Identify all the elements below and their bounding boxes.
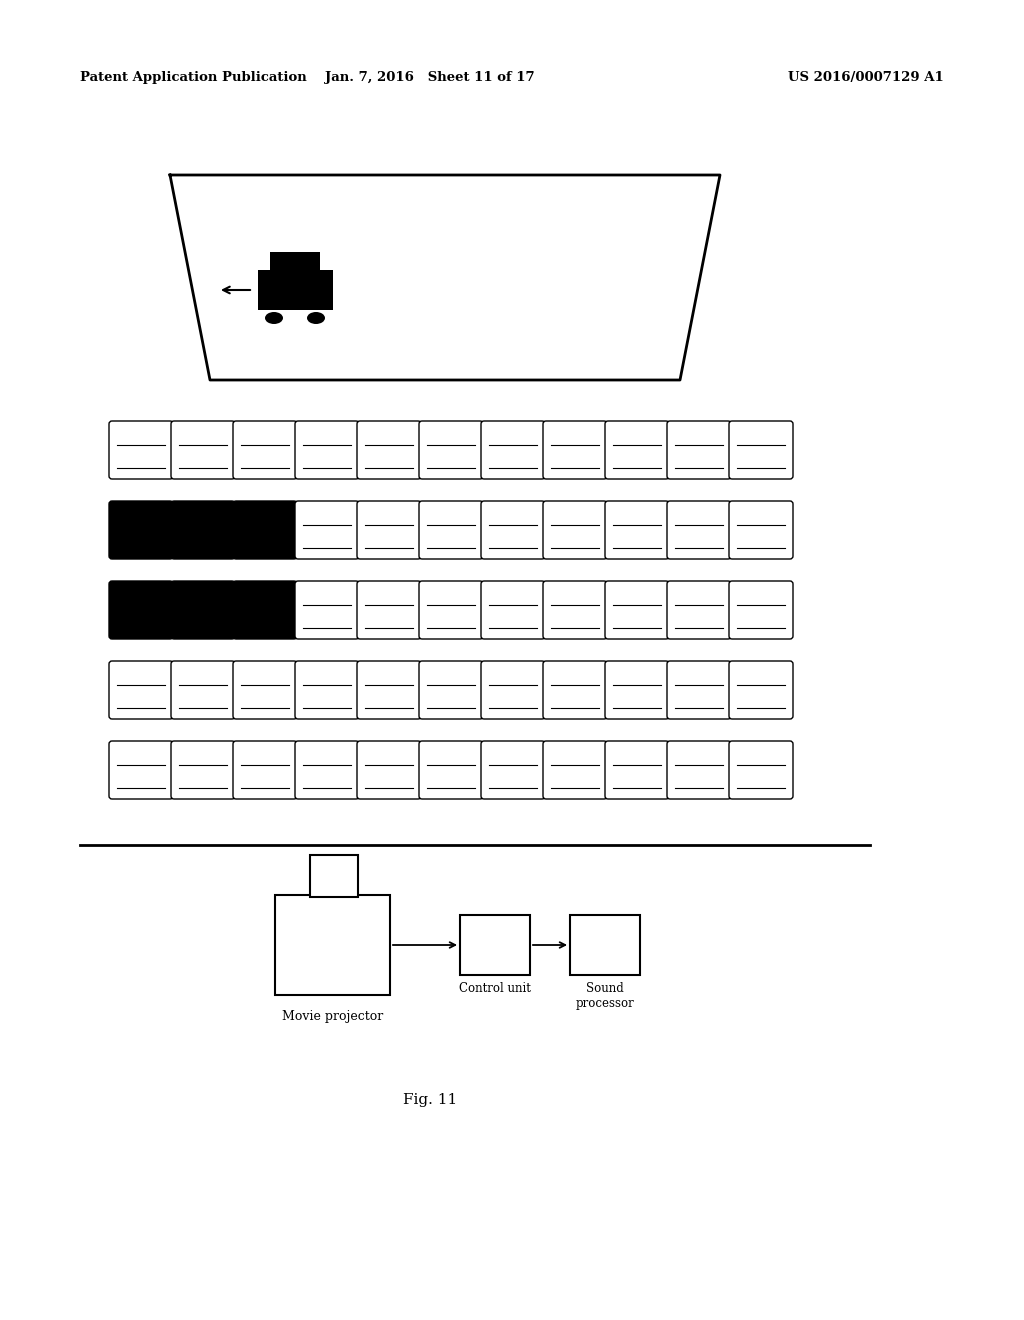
FancyBboxPatch shape (109, 421, 173, 479)
FancyBboxPatch shape (481, 581, 545, 639)
FancyBboxPatch shape (357, 421, 421, 479)
FancyBboxPatch shape (171, 421, 234, 479)
FancyBboxPatch shape (419, 741, 483, 799)
FancyBboxPatch shape (295, 661, 359, 719)
FancyBboxPatch shape (295, 421, 359, 479)
FancyBboxPatch shape (729, 502, 793, 558)
FancyBboxPatch shape (233, 421, 297, 479)
FancyBboxPatch shape (109, 661, 173, 719)
FancyBboxPatch shape (419, 502, 483, 558)
FancyBboxPatch shape (543, 661, 607, 719)
FancyBboxPatch shape (729, 741, 793, 799)
FancyBboxPatch shape (171, 661, 234, 719)
FancyBboxPatch shape (543, 502, 607, 558)
FancyBboxPatch shape (667, 421, 731, 479)
FancyBboxPatch shape (543, 421, 607, 479)
Text: Sound
processor: Sound processor (575, 982, 635, 1010)
Bar (257, 271, 333, 310)
FancyBboxPatch shape (667, 741, 731, 799)
FancyBboxPatch shape (605, 741, 669, 799)
FancyBboxPatch shape (481, 502, 545, 558)
FancyBboxPatch shape (419, 581, 483, 639)
FancyBboxPatch shape (295, 502, 359, 558)
FancyBboxPatch shape (233, 502, 297, 558)
FancyBboxPatch shape (357, 581, 421, 639)
FancyBboxPatch shape (481, 741, 545, 799)
FancyBboxPatch shape (729, 661, 793, 719)
FancyBboxPatch shape (543, 581, 607, 639)
Bar (270, 252, 319, 275)
FancyBboxPatch shape (233, 581, 297, 639)
FancyBboxPatch shape (667, 502, 731, 558)
FancyBboxPatch shape (605, 661, 669, 719)
FancyBboxPatch shape (295, 581, 359, 639)
Ellipse shape (265, 312, 283, 323)
FancyBboxPatch shape (109, 741, 173, 799)
FancyBboxPatch shape (233, 741, 297, 799)
Text: Control unit: Control unit (459, 982, 530, 995)
FancyBboxPatch shape (667, 661, 731, 719)
FancyBboxPatch shape (605, 421, 669, 479)
FancyBboxPatch shape (357, 661, 421, 719)
Bar (570, 915, 640, 975)
FancyBboxPatch shape (667, 581, 731, 639)
FancyBboxPatch shape (295, 741, 359, 799)
FancyBboxPatch shape (233, 661, 297, 719)
FancyBboxPatch shape (171, 581, 234, 639)
FancyBboxPatch shape (357, 741, 421, 799)
FancyBboxPatch shape (419, 421, 483, 479)
Bar (275, 895, 390, 995)
FancyBboxPatch shape (729, 581, 793, 639)
Bar (460, 915, 530, 975)
FancyBboxPatch shape (543, 741, 607, 799)
Text: Patent Application Publication: Patent Application Publication (80, 71, 307, 84)
Ellipse shape (307, 312, 325, 323)
FancyBboxPatch shape (419, 661, 483, 719)
Text: US 2016/0007129 A1: US 2016/0007129 A1 (788, 71, 944, 84)
FancyBboxPatch shape (109, 502, 173, 558)
FancyBboxPatch shape (171, 502, 234, 558)
Text: Movie projector: Movie projector (283, 1010, 384, 1023)
FancyBboxPatch shape (109, 581, 173, 639)
FancyBboxPatch shape (481, 661, 545, 719)
FancyBboxPatch shape (171, 741, 234, 799)
FancyBboxPatch shape (481, 421, 545, 479)
FancyBboxPatch shape (357, 502, 421, 558)
FancyBboxPatch shape (729, 421, 793, 479)
Text: Jan. 7, 2016   Sheet 11 of 17: Jan. 7, 2016 Sheet 11 of 17 (326, 71, 535, 84)
FancyBboxPatch shape (605, 581, 669, 639)
FancyBboxPatch shape (605, 502, 669, 558)
Bar (310, 855, 358, 898)
Text: Fig. 11: Fig. 11 (402, 1093, 457, 1107)
